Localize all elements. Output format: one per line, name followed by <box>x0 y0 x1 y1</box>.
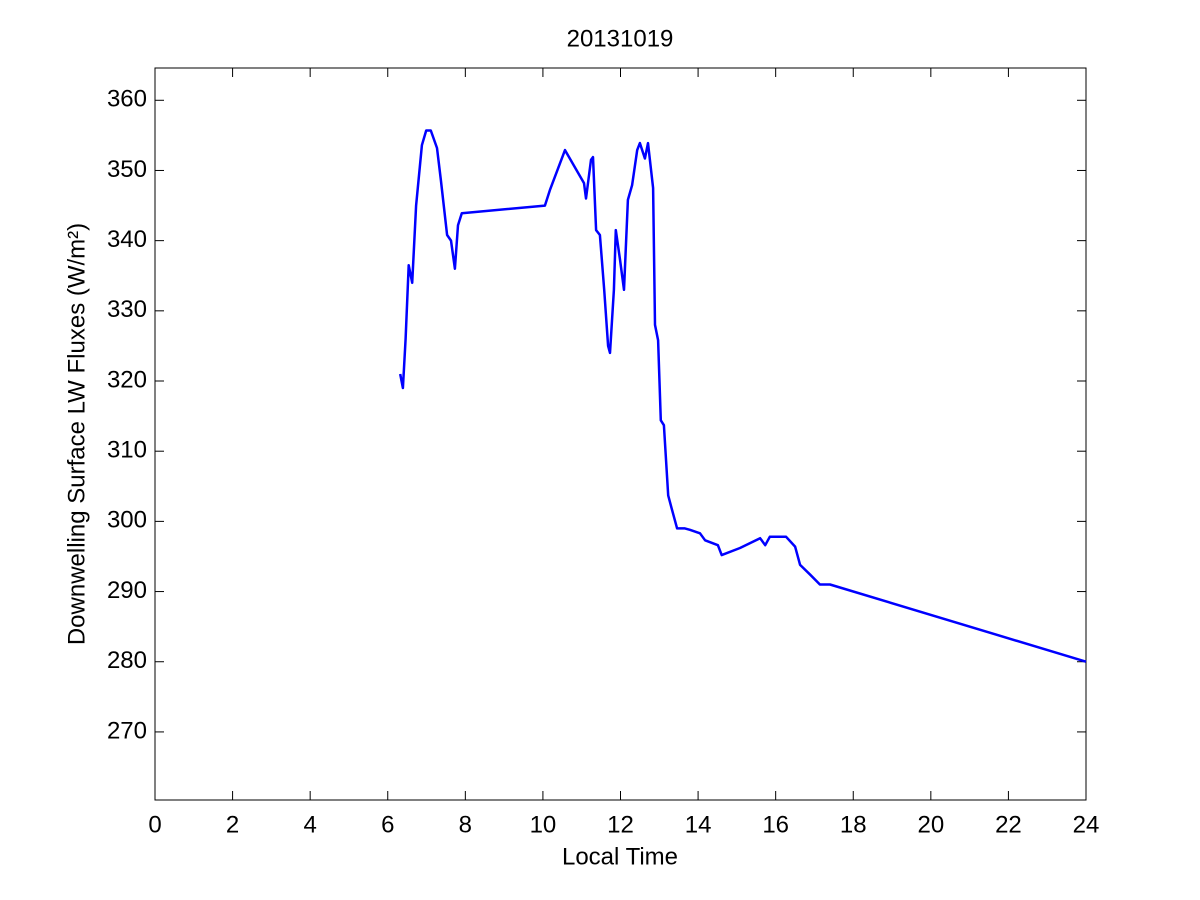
x-tick-label: 4 <box>303 811 316 838</box>
y-tick-label: 310 <box>107 437 147 464</box>
x-tick-label: 16 <box>762 811 789 838</box>
x-tick-label: 8 <box>459 811 472 838</box>
y-axis-label: Downwelling Surface LW Fluxes (W/m²) <box>63 223 90 645</box>
y-tick-label: 350 <box>107 156 147 183</box>
x-axis-label: Local Time <box>562 843 678 870</box>
x-tick-label: 10 <box>530 811 557 838</box>
data-line <box>398 129 1087 663</box>
x-tick-label: 20 <box>917 811 944 838</box>
x-tick-label: 18 <box>840 811 867 838</box>
y-tick-label: 300 <box>107 507 147 534</box>
chart-title: 20131019 <box>567 25 674 52</box>
y-tick-label: 320 <box>107 366 147 393</box>
x-tick-label: 14 <box>685 811 712 838</box>
y-tick-label: 340 <box>107 226 147 253</box>
y-tick-label: 290 <box>107 577 147 604</box>
x-tick-label: 6 <box>381 811 394 838</box>
x-tick-label: 0 <box>148 811 161 838</box>
plot-area <box>154 67 1087 801</box>
y-tick-label: 270 <box>107 717 147 744</box>
x-tick-label: 12 <box>607 811 634 838</box>
y-tick-label: 330 <box>107 296 147 323</box>
x-tick-label: 24 <box>1073 811 1100 838</box>
y-tick-label: 360 <box>107 86 147 113</box>
x-tick-label: 22 <box>995 811 1022 838</box>
x-tick-label: 2 <box>226 811 239 838</box>
y-tick-label: 280 <box>107 647 147 674</box>
